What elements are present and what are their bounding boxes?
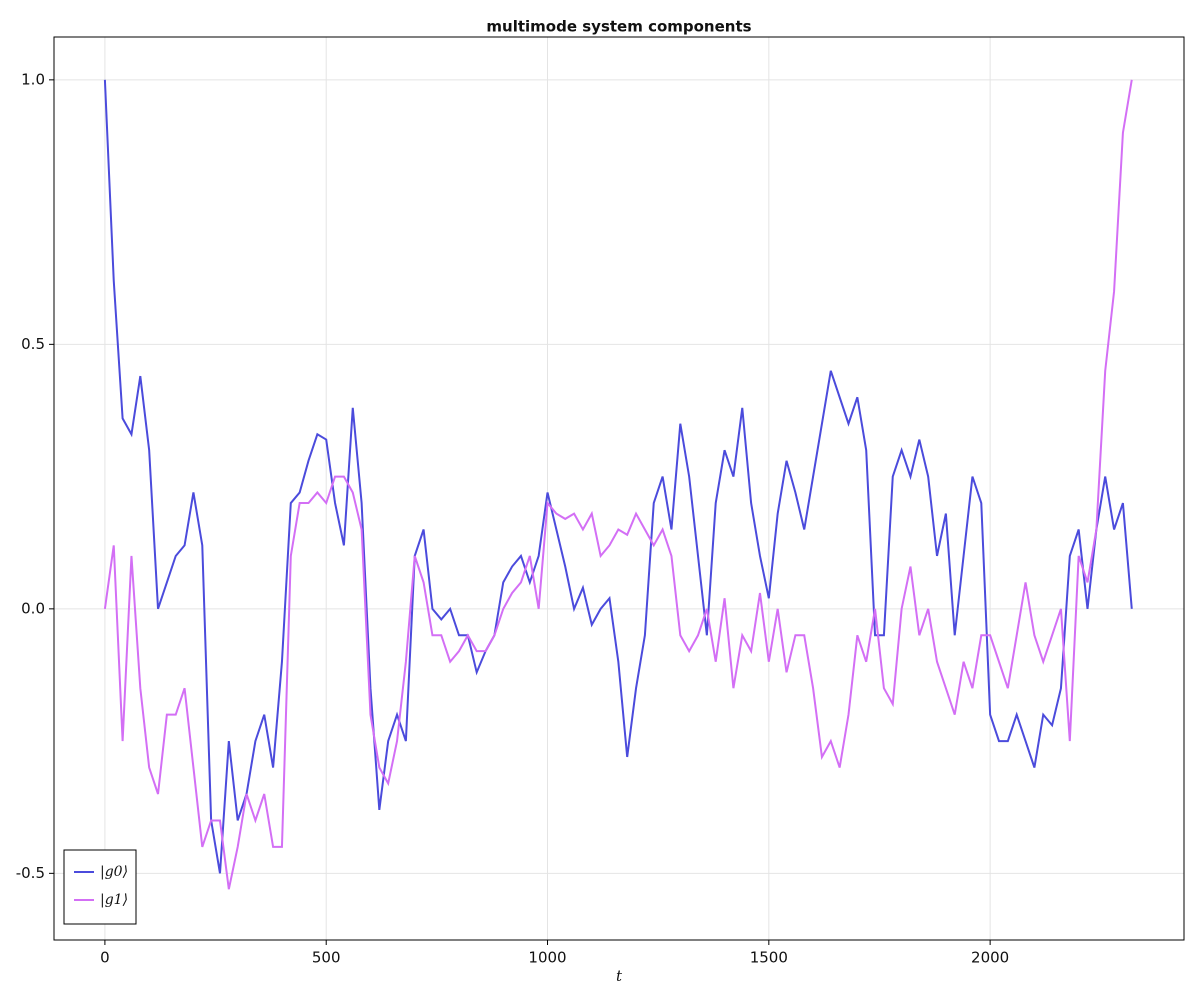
y-tick-label: 1.0: [21, 70, 45, 88]
x-axis-label: t: [616, 967, 623, 985]
x-tick-label: 1500: [750, 949, 788, 967]
plot-frame: [53, 36, 1185, 941]
legend-box: [63, 849, 137, 925]
legend-label: |g1⟩: [100, 892, 128, 908]
series-line: [103, 79, 1133, 874]
y-tick-label: 0.0: [21, 599, 45, 617]
x-tick-label: 1000: [528, 949, 566, 967]
y-tick-label: -0.5: [16, 864, 45, 882]
series-line: [103, 79, 1133, 890]
x-tick-label: 500: [312, 949, 341, 967]
x-tick-label: 0: [100, 949, 110, 967]
chart-title: multimode system components: [486, 18, 751, 36]
x-tick-label: 2000: [971, 949, 1009, 967]
y-tick-label: 0.5: [21, 335, 45, 353]
legend-label: |g0⟩: [100, 864, 128, 880]
